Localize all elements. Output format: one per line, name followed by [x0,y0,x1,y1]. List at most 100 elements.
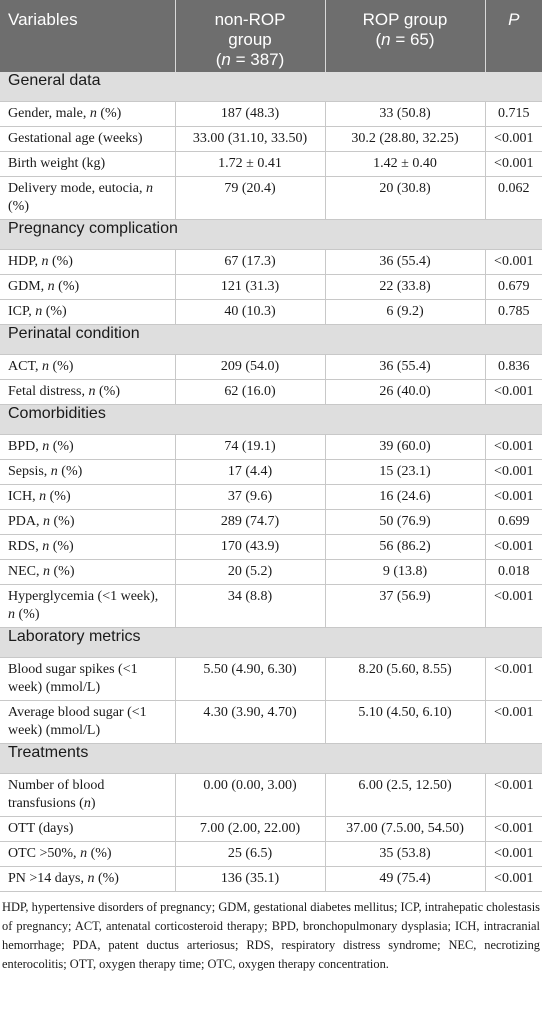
p-value: <0.001 [485,249,542,275]
variable-label: Gestational age (weeks) [8,131,143,146]
header-rop-count: = 65) [390,30,435,49]
variable-label: Number of blood transfusions ( [8,778,105,811]
non-rop-value: 1.72 ± 0.41 [175,151,326,177]
table-row: GDM, n (%) 121 (31.3) 22 (33.8) 0.679 [0,274,542,300]
p-value: <0.001 [485,866,542,892]
variable-label-italic: n [87,871,95,886]
rop-value: 30.2 (28.80, 32.25) [325,126,486,152]
variable-cell: Delivery mode, eutocia, n (%) [0,176,176,220]
rop-value: 9 (13.8) [325,559,486,585]
table-row: PN >14 days, n (%) 136 (35.1) 49 (75.4) <0.… [0,866,542,892]
variable-cell: Average blood sugar (<1 week) (mmol/L) [0,700,176,744]
variable-cell: HDP, n (%) [0,249,176,275]
variable-label: ICP, [8,304,36,319]
table-row: ICP, n (%) 40 (10.3) 6 (9.2) 0.785 [0,299,542,325]
section-row: General data [0,72,542,102]
table-row: OTT (days) 7.00 (2.00, 22.00) 37.00 (7.5.0… [0,816,542,842]
table-row: Delivery mode, eutocia, n (%) 79 (20.4) 20… [0,176,542,220]
variable-label-italic: n [42,439,50,454]
table-row: Birth weight (kg) 1.72 ± 0.41 1.42 ± 0.40 <… [0,151,542,177]
section-row: Laboratory metrics [0,627,542,658]
table-row: Hyperglycemia (<1 week), n (%) 34 (8.8) 37… [0,584,542,628]
rop-value: 33 (50.8) [325,101,486,127]
variable-label: ICH, [8,489,40,504]
variable-cell: ICP, n (%) [0,299,176,325]
variable-label: OTT (days) [8,821,74,836]
variable-cell: Hyperglycemia (<1 week), n (%) [0,584,176,628]
p-value: <0.001 [485,534,542,560]
p-value: <0.001 [485,700,542,744]
section-title: Perinatal condition [0,324,542,355]
variable-label: Fetal distress, [8,384,89,399]
rop-value: 39 (60.0) [325,434,486,460]
table-row: Average blood sugar (<1 week) (mmol/L) 4.… [0,700,542,744]
header-non-rop-line2: group [228,30,272,49]
header-p-value: P [485,0,542,72]
variable-label: GDM, [8,279,48,294]
variable-label-italic: n [35,304,43,319]
variable-label-tail: (%) [94,871,119,886]
rop-value: 49 (75.4) [325,866,486,892]
variable-label: PDA, [8,514,44,529]
variable-label-tail: (%) [57,464,83,479]
variable-cell: Gender, male, n (%) [0,101,176,127]
p-value: 0.018 [485,559,542,585]
section-row: Comorbidities [0,404,542,435]
variable-label-italic: n [47,279,55,294]
non-rop-value: 20 (5.2) [175,559,326,585]
non-rop-value: 170 (43.9) [175,534,326,560]
variable-cell: RDS, n (%) [0,534,176,560]
section-title: General data [0,72,542,102]
variable-label-italic: n [50,464,58,479]
non-rop-value: 136 (35.1) [175,866,326,892]
variable-label: Blood sugar spikes (<1 week) (mmol/L) [8,662,138,695]
header-non-rop-group: non-ROP group (n = 387) [175,0,326,72]
variable-label-italic: n [80,846,88,861]
variable-label-tail: (%) [49,539,74,554]
p-value: <0.001 [485,773,542,817]
p-value: <0.001 [485,459,542,485]
header-row: Variables non-ROP group (n = 387) ROP gr… [0,0,542,72]
variable-cell: Birth weight (kg) [0,151,176,177]
table-row: Fetal distress, n (%) 62 (16.0) 26 (40.0) <… [0,379,542,405]
rop-value: 5.10 (4.50, 6.10) [325,700,486,744]
variable-label: Hyperglycemia (<1 week), [8,589,159,604]
non-rop-value: 74 (19.1) [175,434,326,460]
non-rop-value: 5.50 (4.90, 6.30) [175,657,326,701]
header-non-rop-count: = 387) [230,50,285,69]
rop-value: 36 (55.4) [325,354,486,380]
variable-label-tail: (%) [48,254,73,269]
variable-label: Gender, male, [8,106,90,121]
table-row: Number of blood transfusions (n) 0.00 (0.… [0,773,542,817]
p-value: 0.679 [485,274,542,300]
rop-value: 56 (86.2) [325,534,486,560]
variable-label-italic: n [43,514,51,529]
variable-cell: PN >14 days, n (%) [0,866,176,892]
variable-cell: BPD, n (%) [0,434,176,460]
p-value: <0.001 [485,151,542,177]
non-rop-value: 121 (31.3) [175,274,326,300]
variable-cell: Gestational age (weeks) [0,126,176,152]
table-row: RDS, n (%) 170 (43.9) 56 (86.2) <0.001 [0,534,542,560]
section-row: Treatments [0,743,542,774]
variable-cell: PDA, n (%) [0,509,176,535]
variable-label-tail: (%) [15,607,40,622]
variable-label-tail: (%) [46,489,71,504]
p-value: <0.001 [485,126,542,152]
variable-cell: Fetal distress, n (%) [0,379,176,405]
rop-value: 15 (23.1) [325,459,486,485]
header-non-rop-line1: non-ROP [214,10,286,29]
p-value: <0.001 [485,434,542,460]
non-rop-value: 17 (4.4) [175,459,326,485]
rop-value: 22 (33.8) [325,274,486,300]
variable-label-italic: n [41,254,49,269]
variable-label-tail: (%) [96,106,122,121]
p-value: 0.715 [485,101,542,127]
rop-value: 8.20 (5.60, 8.55) [325,657,486,701]
variable-label-italic: n [43,564,50,579]
table-header: Variables non-ROP group (n = 387) ROP gr… [0,0,542,72]
variable-label: BPD, [8,439,43,454]
variable-cell: OTT (days) [0,816,176,842]
variable-label-italic: n [83,796,91,811]
non-rop-value: 25 (6.5) [175,841,326,867]
